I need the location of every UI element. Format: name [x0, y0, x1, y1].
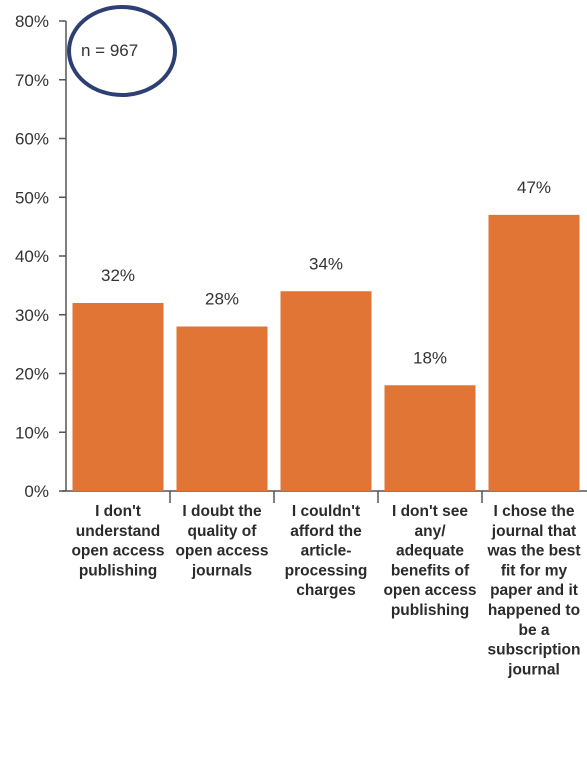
category-label-line: processing [285, 562, 368, 579]
category-label-line: I chose the [494, 503, 575, 520]
category-label: I chose the journal that was the best fit f… [486, 503, 580, 678]
y-tick-label: 70% [15, 71, 49, 90]
bar [488, 214, 580, 491]
category-label-line: charges [296, 582, 355, 599]
data-label: 47% [517, 178, 551, 197]
category-label-line: journals [191, 562, 252, 579]
category-label-line: happened to [488, 602, 580, 619]
sample-size-label: n = 967 [81, 41, 138, 60]
bar [384, 385, 476, 491]
category-label-line: publishing [391, 602, 469, 619]
category-label-line: publishing [79, 562, 157, 579]
category-label-line: open access [175, 543, 268, 560]
category-label-line: article- [301, 543, 352, 560]
y-tick-label: 30% [15, 306, 49, 325]
category-label: I don't understand open access publishing [71, 503, 164, 579]
category-label-line: any/ [414, 523, 446, 540]
data-label: 28% [205, 290, 239, 309]
category-label-line: journal [507, 661, 560, 678]
category-label-line: I couldn't [292, 503, 360, 520]
category-label-line: I don't [95, 503, 141, 520]
category-label-line: afford the [290, 523, 362, 540]
y-tick-label: 40% [15, 247, 49, 266]
y-tick-label: 10% [15, 423, 49, 442]
category-label-line: understand [76, 523, 160, 540]
annotation-circle [67, 5, 177, 97]
category-label: I couldn't afford the article-processing ch… [285, 503, 368, 599]
category-label-line: benefits of [391, 562, 470, 579]
y-tick-label: 0% [24, 482, 49, 501]
category-label-line: I doubt the [182, 503, 262, 520]
category-label-line: fit for my [501, 562, 568, 579]
data-label: 32% [101, 266, 135, 285]
sample-size-annotation: n = 967 [67, 5, 177, 97]
category-label-line: I don't see [392, 503, 468, 520]
category-label-line: subscription [487, 642, 580, 659]
category-label-line: open access [383, 582, 476, 599]
category-label: I don't see any/adequate benefits of open a… [383, 503, 476, 619]
y-tick-label: 80% [15, 12, 49, 31]
category-label-line: journal that [491, 523, 576, 540]
category-label: I doubt the quality of open access journals [175, 503, 268, 579]
category-label-line: paper and it [490, 582, 578, 599]
category-label-line: adequate [396, 543, 464, 560]
category-label-line: was the best [486, 543, 580, 560]
bar [176, 326, 268, 491]
data-label: 34% [309, 254, 343, 273]
y-tick-label: 50% [15, 188, 49, 207]
category-label-line: be a [518, 622, 549, 639]
bar [280, 291, 372, 491]
y-tick-label: 60% [15, 130, 49, 149]
data-label: 18% [413, 348, 447, 367]
bar [72, 303, 164, 491]
y-tick-label: 20% [15, 365, 49, 384]
category-label-line: quality of [188, 523, 258, 540]
category-label-line: open access [71, 543, 164, 560]
